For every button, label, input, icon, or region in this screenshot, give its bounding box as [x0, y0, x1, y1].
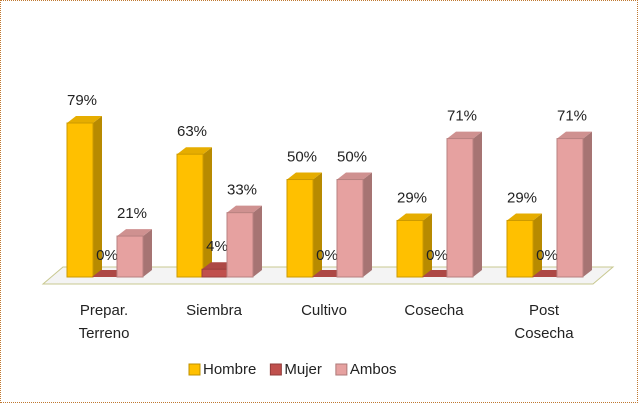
bar-side	[473, 131, 482, 277]
bar	[226, 205, 262, 278]
bar-side	[253, 205, 262, 277]
data-label: 0%	[96, 247, 118, 264]
bar-top	[287, 172, 322, 180]
bar-top	[557, 131, 592, 139]
bar	[396, 213, 432, 278]
label-line: Cosecha	[514, 325, 574, 342]
bar-top	[117, 229, 152, 237]
bar-front	[66, 122, 94, 278]
bar-front	[336, 179, 364, 278]
data-label: 63%	[177, 123, 207, 140]
legend-label: Mujer	[284, 361, 322, 378]
label-line: Cultivo	[301, 302, 347, 319]
bar-front	[396, 219, 424, 278]
data-label: 29%	[397, 189, 427, 206]
bar-front	[286, 179, 314, 278]
data-label: 0%	[426, 247, 448, 264]
x-tick-label: Prepar. Terreno	[79, 302, 130, 342]
data-label: 21%	[117, 205, 147, 222]
x-tick-label: Post Cosecha	[514, 302, 574, 342]
bar-top	[227, 205, 262, 213]
bar-top	[337, 172, 372, 180]
bar-side	[423, 213, 432, 277]
legend-swatch	[188, 363, 201, 376]
data-label: 4%	[206, 238, 228, 255]
x-tick-label: Cultivo	[301, 302, 347, 319]
bar	[556, 131, 592, 278]
x-tick-label: Cosecha	[404, 302, 464, 319]
legend-swatch	[269, 363, 282, 376]
bar-top	[447, 131, 482, 139]
bar-front	[506, 219, 534, 278]
data-label: 29%	[507, 189, 537, 206]
data-label: 0%	[316, 247, 338, 264]
bar-top	[397, 213, 432, 221]
bar-front	[446, 138, 474, 278]
legend-label: Hombre	[203, 361, 256, 378]
bar-front	[556, 138, 584, 278]
data-label: 33%	[227, 182, 257, 199]
bar-side	[583, 131, 592, 277]
data-label: 71%	[447, 108, 477, 125]
label-line: Prepar.	[80, 302, 128, 319]
label-line: Post	[529, 302, 560, 319]
bar	[446, 131, 482, 278]
bar-top	[67, 116, 102, 123]
x-tick-label: Siembra	[186, 302, 243, 319]
label-line: Siembra	[186, 302, 243, 319]
bar	[286, 172, 322, 278]
bar-side	[313, 172, 322, 277]
bar-side	[533, 213, 542, 277]
bar-front	[116, 235, 144, 278]
bar-front	[201, 268, 229, 278]
bar-top	[177, 147, 212, 155]
label-line: Cosecha	[404, 302, 464, 319]
bar	[176, 147, 212, 278]
legend-swatch	[335, 363, 348, 376]
bar	[336, 172, 372, 278]
bar	[116, 229, 152, 278]
bar-front	[176, 153, 204, 278]
bar-side	[363, 172, 372, 277]
bar-front	[226, 212, 254, 278]
legend-label: Ambos	[350, 361, 397, 378]
data-label: 71%	[557, 108, 587, 125]
bar-top	[507, 213, 542, 221]
label-line: Terreno	[79, 325, 130, 342]
bar-side	[203, 147, 212, 277]
data-label: 0%	[536, 247, 558, 264]
bar	[66, 116, 102, 278]
data-label: 79%	[67, 92, 97, 109]
data-label: 50%	[337, 149, 367, 166]
bar-side	[143, 229, 152, 277]
bar-side	[93, 116, 102, 277]
bar	[506, 213, 542, 278]
data-label: 50%	[287, 149, 317, 166]
